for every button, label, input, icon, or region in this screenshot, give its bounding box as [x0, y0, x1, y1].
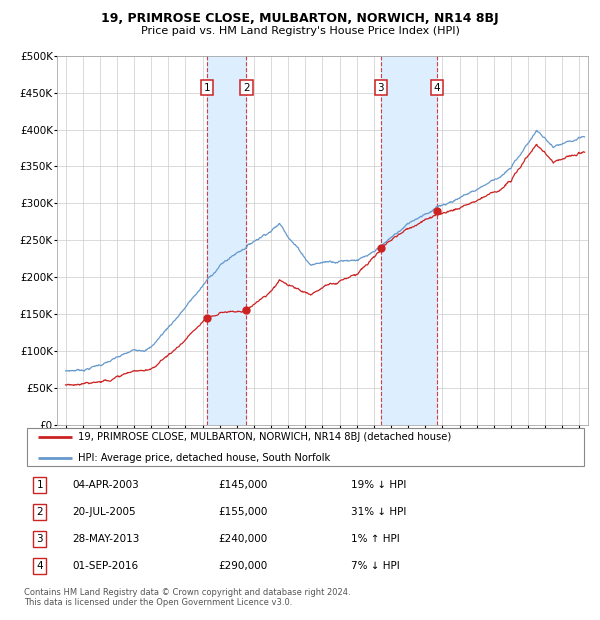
- Text: 04-APR-2003: 04-APR-2003: [72, 480, 139, 490]
- Text: 1% ↑ HPI: 1% ↑ HPI: [351, 534, 400, 544]
- Text: 19, PRIMROSE CLOSE, MULBARTON, NORWICH, NR14 8BJ (detached house): 19, PRIMROSE CLOSE, MULBARTON, NORWICH, …: [77, 432, 451, 442]
- Text: £155,000: £155,000: [218, 507, 268, 517]
- Text: 31% ↓ HPI: 31% ↓ HPI: [351, 507, 406, 517]
- Text: £290,000: £290,000: [218, 561, 268, 571]
- FancyBboxPatch shape: [27, 428, 584, 466]
- Text: Contains HM Land Registry data © Crown copyright and database right 2024.
This d: Contains HM Land Registry data © Crown c…: [24, 588, 350, 607]
- Bar: [207, 56, 246, 425]
- Text: 3: 3: [377, 82, 384, 92]
- Text: 2: 2: [243, 82, 250, 92]
- Text: 19% ↓ HPI: 19% ↓ HPI: [351, 480, 406, 490]
- Text: 2: 2: [37, 507, 43, 517]
- Text: 19, PRIMROSE CLOSE, MULBARTON, NORWICH, NR14 8BJ: 19, PRIMROSE CLOSE, MULBARTON, NORWICH, …: [101, 12, 499, 25]
- Text: 4: 4: [37, 561, 43, 571]
- Text: Price paid vs. HM Land Registry's House Price Index (HPI): Price paid vs. HM Land Registry's House …: [140, 26, 460, 36]
- Text: 01-SEP-2016: 01-SEP-2016: [72, 561, 138, 571]
- Text: 7% ↓ HPI: 7% ↓ HPI: [351, 561, 400, 571]
- Text: 4: 4: [433, 82, 440, 92]
- Text: 3: 3: [37, 534, 43, 544]
- Text: 1: 1: [37, 480, 43, 490]
- Text: 20-JUL-2005: 20-JUL-2005: [72, 507, 136, 517]
- Bar: [381, 56, 437, 425]
- Text: £240,000: £240,000: [218, 534, 268, 544]
- Text: 1: 1: [203, 82, 210, 92]
- Text: HPI: Average price, detached house, South Norfolk: HPI: Average price, detached house, Sout…: [77, 453, 330, 463]
- Text: £145,000: £145,000: [218, 480, 268, 490]
- Text: 28-MAY-2013: 28-MAY-2013: [72, 534, 139, 544]
